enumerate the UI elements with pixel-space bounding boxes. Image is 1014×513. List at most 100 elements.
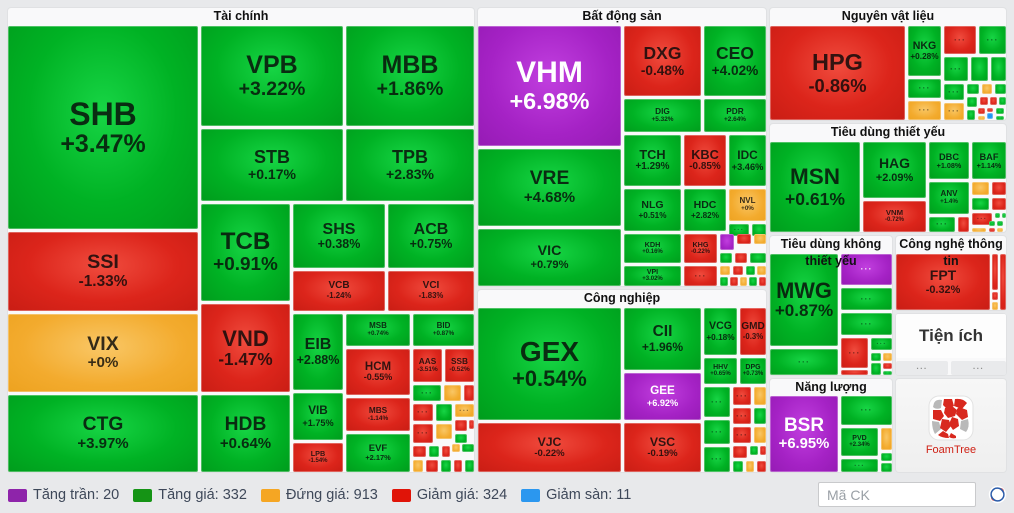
tile-VCG[interactable]: VCG +0.18% <box>704 308 737 355</box>
tile-cell[interactable]: ··· <box>841 459 878 472</box>
tile-ANV[interactable]: ANV +1.4% <box>929 182 969 214</box>
tile-cell[interactable] <box>750 446 758 455</box>
tile-cell[interactable] <box>992 198 1006 210</box>
tile-cell[interactable] <box>730 277 738 286</box>
tile-HHV[interactable]: HHV +0.65% <box>704 358 737 384</box>
tile-cell[interactable]: ··· <box>908 101 941 120</box>
tile-cell[interactable] <box>871 363 881 375</box>
tile-CEO[interactable]: CEO +4.02% <box>704 26 766 96</box>
tile-cell[interactable]: ··· <box>704 387 730 417</box>
tile-cell[interactable] <box>733 266 743 275</box>
tile-cell[interactable] <box>989 228 995 232</box>
tile-cell[interactable] <box>746 266 755 275</box>
tile-DXG[interactable]: DXG -0.48% <box>624 26 701 96</box>
tile-BAF[interactable]: BAF +1.14% <box>972 142 1006 179</box>
tile-cell[interactable] <box>992 292 998 300</box>
tile-cell[interactable]: ··· <box>704 447 730 472</box>
tile-SHS[interactable]: SHS +0.38% <box>293 204 385 268</box>
tile-EIB[interactable]: EIB +2.88% <box>293 314 343 390</box>
tile-cell[interactable] <box>871 353 881 361</box>
tile-PVD[interactable]: PVD +2.34% <box>841 428 878 456</box>
section-header[interactable]: Tiêu dùng không thiết yếu <box>780 237 882 268</box>
tile-DPG[interactable]: DPG +0.73% <box>740 358 766 384</box>
section-header[interactable]: Năng lượng <box>795 380 867 394</box>
tile-cell[interactable] <box>967 84 979 94</box>
tile-cell[interactable]: ··· <box>979 26 1006 54</box>
site-logo-icon[interactable] <box>988 485 1007 504</box>
tile-cell[interactable] <box>436 424 452 439</box>
tile-cell[interactable] <box>990 97 997 105</box>
tile-LPB[interactable]: LPB -1.54% <box>293 443 343 472</box>
tile-cell[interactable] <box>455 420 467 431</box>
tile-cell[interactable] <box>760 446 766 455</box>
tile-cell[interactable] <box>1000 254 1006 310</box>
tile-cell[interactable] <box>464 385 474 401</box>
tile-cell[interactable] <box>452 444 460 452</box>
tile-cell[interactable]: ··· <box>733 387 751 405</box>
tile-cell[interactable]: ··· <box>684 266 717 286</box>
tile-cell[interactable]: ··· <box>455 404 474 417</box>
tile-cell[interactable] <box>992 302 998 310</box>
tile-BSR[interactable]: BSR +6.95% <box>770 396 838 472</box>
tile-cell[interactable] <box>996 116 1004 120</box>
tile-cell[interactable] <box>991 57 1006 81</box>
tile-cell[interactable]: ··· <box>944 103 964 120</box>
tile-STB[interactable]: STB +0.17% <box>201 129 343 201</box>
tile-VJC[interactable]: VJC -0.22% <box>478 423 621 472</box>
tile-MSN[interactable]: MSN +0.61% <box>770 142 860 232</box>
tile-cell[interactable] <box>971 57 988 81</box>
tile-cell[interactable] <box>454 460 462 472</box>
tile-cell[interactable] <box>754 427 766 443</box>
tile-TPB[interactable]: TPB +2.83% <box>346 129 474 201</box>
tile-TCB[interactable]: TCB +0.91% <box>201 204 290 301</box>
tile-cell[interactable] <box>883 353 892 361</box>
tile-cell[interactable] <box>426 460 438 472</box>
tile-cell[interactable]: ··· <box>944 84 964 100</box>
tile-NLG[interactable]: NLG +0.51% <box>624 189 681 231</box>
tile-VND[interactable]: VND -1.47% <box>201 304 290 392</box>
section-header[interactable]: Tiêu dùng thiết yếu <box>830 125 946 139</box>
tile-cell[interactable] <box>757 461 766 472</box>
tile-cell[interactable] <box>444 385 461 401</box>
tile-DIG[interactable]: DIG +5.32% <box>624 99 701 132</box>
tile-cell[interactable] <box>980 97 988 105</box>
tile-cell[interactable]: ··· <box>413 385 441 401</box>
tile-cell[interactable]: ··· <box>841 396 892 425</box>
tile-cell[interactable] <box>989 221 995 226</box>
tile-AAS[interactable]: AAS -3.51% <box>413 349 442 382</box>
tile-cell[interactable]: ··· <box>951 361 1006 375</box>
tile-cell[interactable]: ··· <box>972 213 992 225</box>
tile-cell[interactable] <box>972 228 986 232</box>
tile-MBB[interactable]: MBB +1.86% <box>346 26 474 126</box>
tile-MBS[interactable]: MBS -1.14% <box>346 398 410 431</box>
tile-ACB[interactable]: ACB +0.75% <box>388 204 474 268</box>
tile-MWG[interactable]: MWG +0.87% <box>770 254 838 346</box>
tile-VCI[interactable]: VCI -1.83% <box>388 271 474 311</box>
tile-CII[interactable]: CII +1.96% <box>624 308 701 370</box>
tile-cell[interactable] <box>967 97 977 107</box>
tile-VPI[interactable]: VPI +3.02% <box>624 266 681 286</box>
tile-cell[interactable] <box>754 234 766 244</box>
tile-VSC[interactable]: VSC -0.19% <box>624 423 701 472</box>
tile-cell[interactable] <box>442 446 450 457</box>
tile-cell[interactable] <box>978 108 985 114</box>
tile-CTG[interactable]: CTG +3.97% <box>8 395 198 472</box>
tile-VPB[interactable]: VPB +3.22% <box>201 26 343 126</box>
tile-cell[interactable] <box>987 113 993 119</box>
tile-cell[interactable] <box>441 460 451 472</box>
tile-cell[interactable]: ··· <box>841 254 892 285</box>
tile-VNM[interactable]: VNM -0.72% <box>863 201 926 232</box>
tile-cell[interactable] <box>436 404 452 421</box>
tile-cell[interactable] <box>996 108 1004 114</box>
tile-cell[interactable] <box>841 370 868 375</box>
tile-cell[interactable]: ··· <box>841 338 868 368</box>
group-label-tile[interactable]: Tiện ích <box>896 314 1006 358</box>
tile-HDB[interactable]: HDB +0.64% <box>201 395 290 472</box>
tile-cell[interactable] <box>720 234 734 250</box>
tile-cell[interactable] <box>999 97 1006 105</box>
tile-cell[interactable] <box>997 221 1003 226</box>
tile-cell[interactable]: ··· <box>733 427 751 443</box>
tile-cell[interactable] <box>997 228 1003 232</box>
tile-cell[interactable] <box>972 182 989 195</box>
tile-HDC[interactable]: HDC +2.82% <box>684 189 726 231</box>
